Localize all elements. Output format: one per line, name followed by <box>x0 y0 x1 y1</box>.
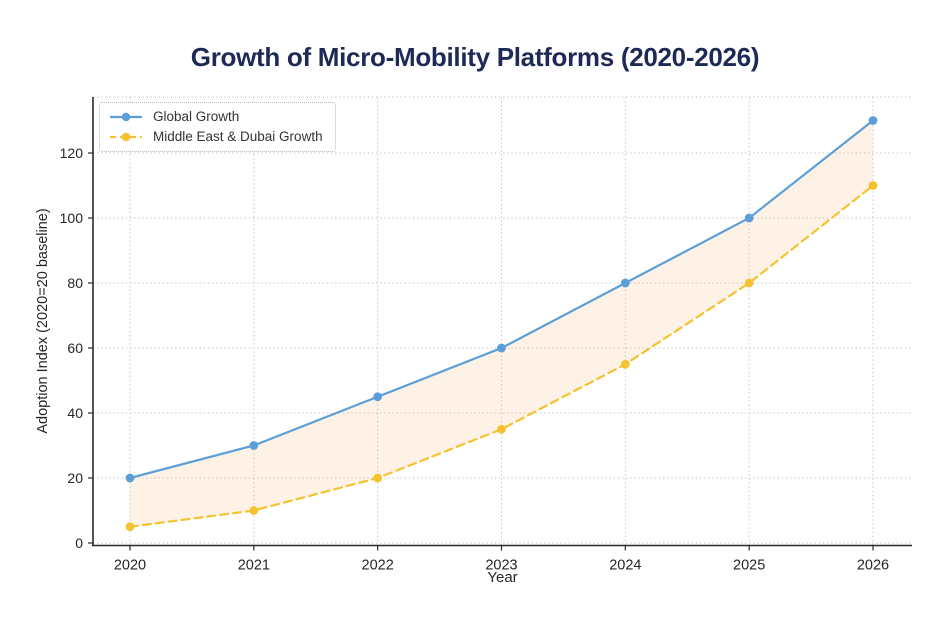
marker-series1-2023 <box>497 424 506 434</box>
marker-series1-2025 <box>744 278 754 288</box>
marker-series1-2026 <box>868 181 878 190</box>
marker-series0-2022 <box>373 392 383 402</box>
x-tick-label-2025: 2025 <box>733 558 765 574</box>
marker-series1-2024 <box>620 359 630 369</box>
x-tick-label-2023: 2023 <box>485 558 517 574</box>
marker-series0-2021 <box>249 441 259 450</box>
marker-series0-2026 <box>868 116 878 125</box>
legend: Global Growth Middle East & Dubai Growth <box>99 102 336 152</box>
y-tick-label-60: 60 <box>67 340 83 356</box>
legend-global-line-marker-icon <box>110 112 142 121</box>
x-tick-label-2026: 2026 <box>857 558 889 574</box>
marker-series1-2021 <box>249 506 259 515</box>
marker-series0-2024 <box>620 278 630 288</box>
y-tick-label-120: 120 <box>60 145 84 161</box>
legend-label-global-growth: Global Growth <box>153 109 240 124</box>
marker-series0-2025 <box>744 213 754 223</box>
marker-series0-2020 <box>125 473 135 483</box>
y-tick-label-40: 40 <box>67 405 83 421</box>
legend-dubai-line-marker-icon <box>110 132 142 141</box>
legend-item-global-growth: Global Growth <box>108 108 323 125</box>
marker-series1-2022 <box>373 473 383 483</box>
x-tick-label-2020: 2020 <box>114 558 146 574</box>
x-tick-label-2021: 2021 <box>238 558 270 574</box>
x-tick-label-2022: 2022 <box>362 558 394 574</box>
y-tick-label-80: 80 <box>67 275 83 291</box>
marker-series1-2020 <box>125 522 135 532</box>
x-axis-label: Year <box>487 569 518 586</box>
x-tick-label-2024: 2024 <box>609 558 641 574</box>
y-tick-label-100: 100 <box>60 210 84 226</box>
y-tick-label-0: 0 <box>75 535 83 551</box>
legend-label-middle-east-dubai-growth: Middle East & Dubai Growth <box>153 129 323 144</box>
fill-between-area <box>130 120 873 527</box>
marker-series0-2023 <box>497 343 506 353</box>
legend-item-middle-east-dubai-growth: Middle East & Dubai Growth <box>108 128 323 145</box>
y-tick-label-20: 20 <box>67 470 83 486</box>
chart-title: Growth of Micro-Mobility Platforms (2020… <box>190 42 760 72</box>
